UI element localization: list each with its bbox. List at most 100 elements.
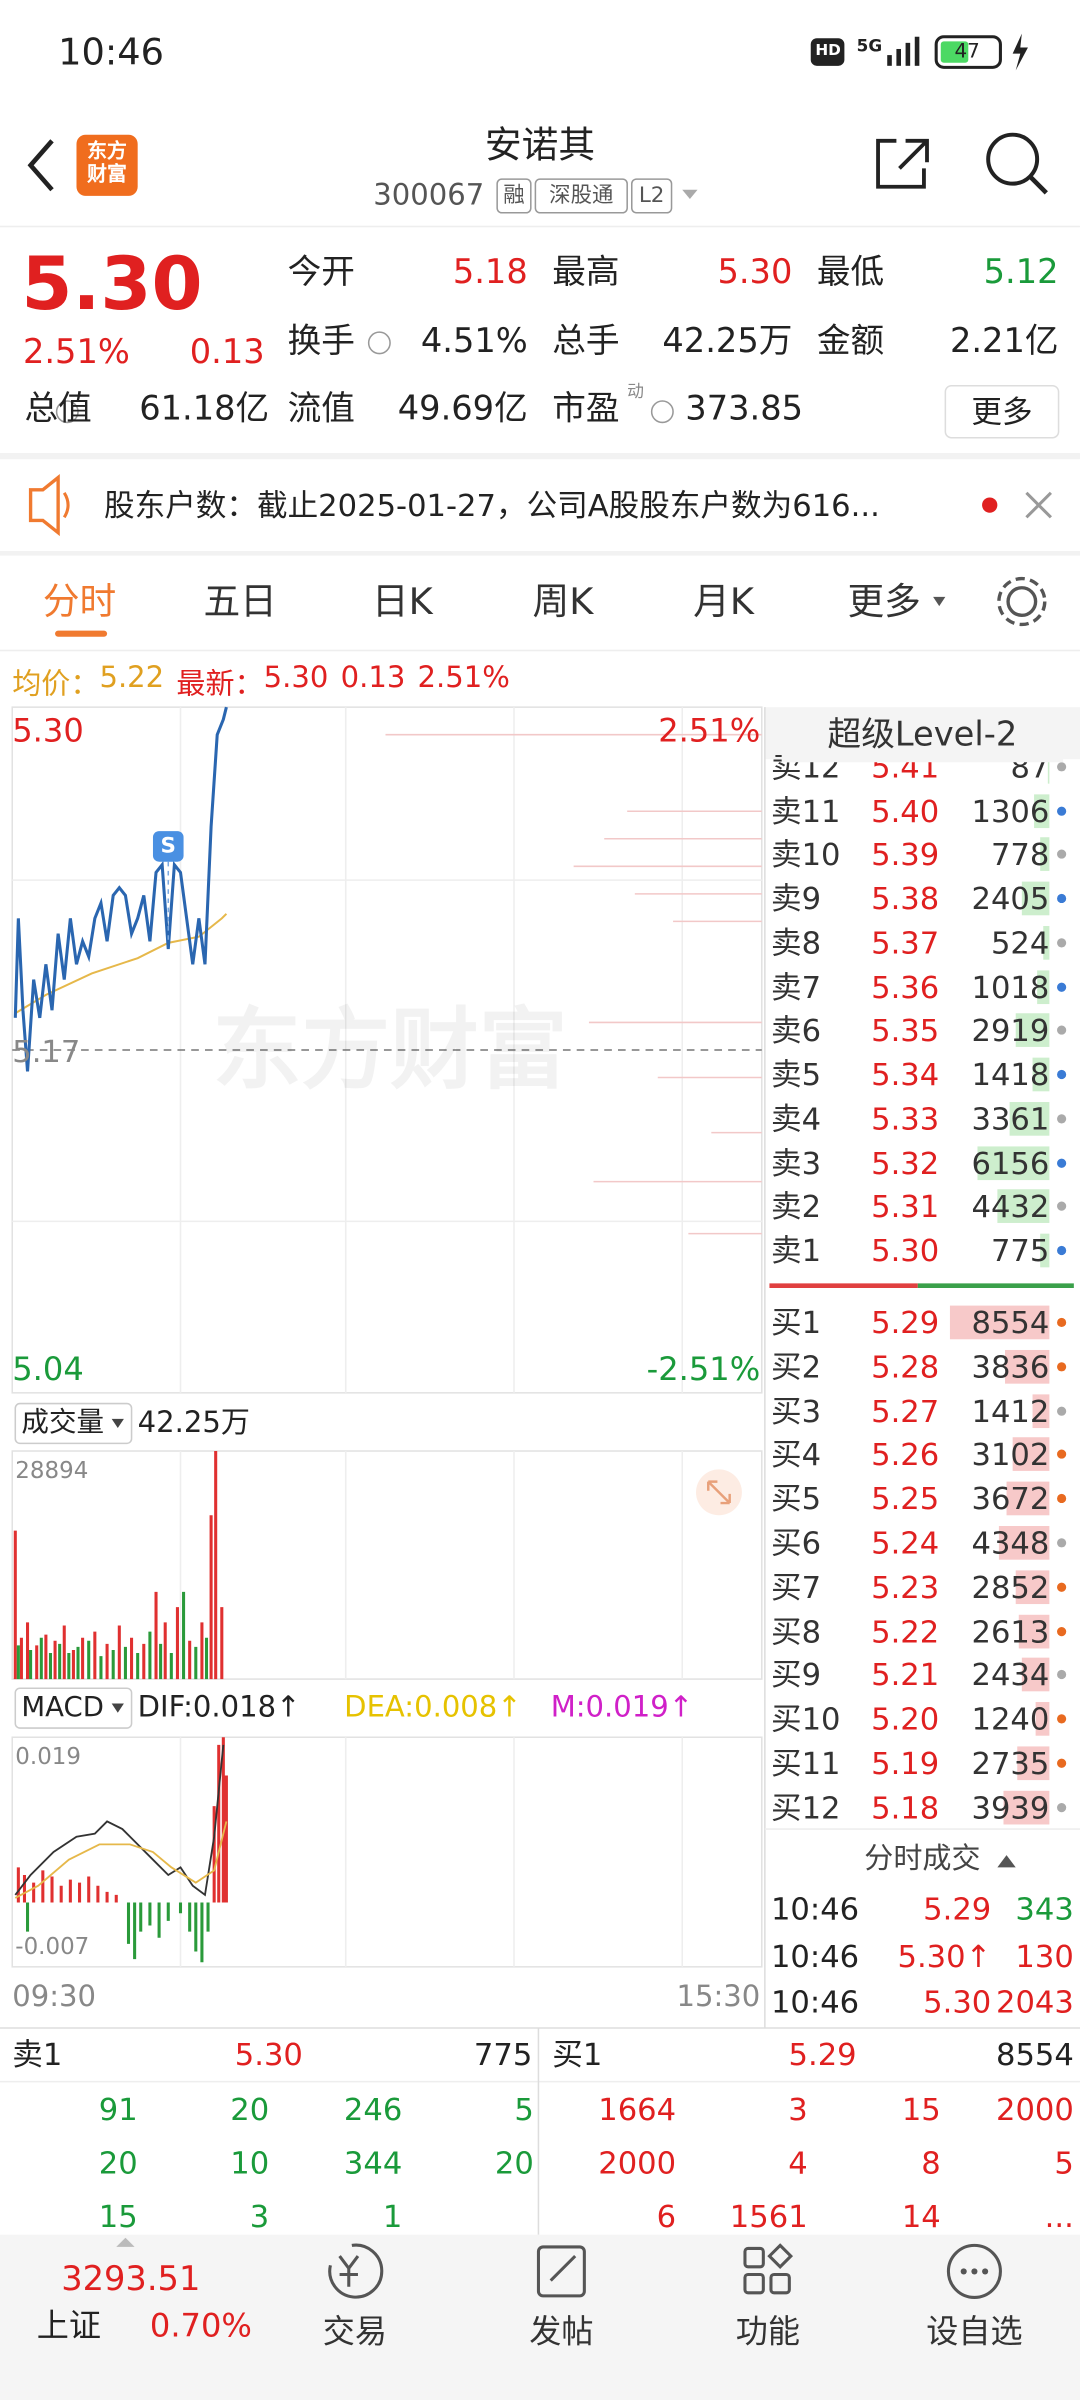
logo: 东方财富 (87, 140, 127, 187)
watermark: 东方财富 (212, 997, 568, 1103)
depth-cell: 1664 (598, 2090, 677, 2128)
book-label: 买4 (770, 1436, 822, 1474)
book-price: 5.30 (871, 1232, 940, 1269)
depth-bar (1006, 1481, 1050, 1516)
book-label: 卖8 (770, 924, 822, 962)
nav-item[interactable]: 发帖 (529, 2313, 594, 2351)
depth-cell: 246 (343, 2090, 403, 2128)
depth-bar (1043, 925, 1050, 960)
battery: 47 (954, 40, 980, 64)
pct-low: -2.51% (646, 1350, 761, 1388)
tab[interactable]: 分时 (42, 580, 117, 623)
change: 0.13 (189, 333, 265, 372)
pct-high: 2.51% (658, 712, 761, 750)
depth-cell: 15 (98, 2197, 138, 2235)
trade-time: 10:46 (770, 1983, 860, 2021)
book-label: 卖9 (770, 880, 822, 918)
index-change: 0.70% (149, 2307, 252, 2345)
book-price: 5.18 (871, 1788, 940, 1826)
book-volume: 4348 (971, 1524, 1050, 1562)
book-volume: 2852 (971, 1568, 1050, 1606)
hd-badge: HD (815, 42, 841, 60)
book-volume: 6156 (971, 1144, 1050, 1181)
book-volume: 3939 (971, 1788, 1050, 1826)
depth-cell: 20 (494, 2144, 534, 2182)
book-volume: 2405 (971, 880, 1050, 918)
book-label: 卖6 (770, 1012, 822, 1050)
depth-bar (1034, 1702, 1050, 1736)
book-volume: 8554 (971, 1304, 1050, 1341)
book-label: 买7 (770, 1568, 822, 1606)
depth-cell: 344 (343, 2144, 403, 2182)
macd-max: 0.019 (15, 1742, 82, 1771)
notice[interactable]: 股东户数：截止2025-01-27，公司A股股东户数为616... (104, 486, 880, 524)
book-dot (1057, 1070, 1067, 1080)
tab[interactable]: 周K (532, 580, 594, 623)
clock: 10:46 (58, 30, 164, 74)
depth-cell: 10 (230, 2144, 270, 2182)
field-value: 49.69亿 (397, 390, 528, 429)
book-volume: 2735 (971, 1744, 1050, 1782)
book-dot (1057, 1317, 1067, 1328)
trade-volume: 130 (1015, 1936, 1074, 1974)
depth-cell: 4 (788, 2144, 808, 2182)
depth-cell: 91 (98, 2090, 138, 2128)
field-label: 金额 (816, 322, 885, 362)
depth-bar (949, 1305, 1050, 1340)
nav-item[interactable]: 交易 (322, 2313, 388, 2351)
more-button[interactable]: 更多 (971, 393, 1033, 431)
book-dot (1057, 1361, 1067, 1372)
depth-cell: 3 (249, 2197, 270, 2235)
nav-item[interactable]: 功能 (735, 2313, 801, 2351)
book-dot (1057, 1626, 1067, 1636)
field-label: 市盈 (552, 390, 620, 429)
book-price: 5.36 (871, 968, 940, 1006)
depth-cell: ... (1044, 2197, 1074, 2235)
summary-change-pct: 2.51% (417, 661, 510, 695)
field-value: 5.30 (717, 254, 793, 293)
book-label: 卖3 (770, 1144, 822, 1181)
depth-bar (977, 1145, 1050, 1180)
depth-bar (1040, 1233, 1050, 1268)
field-label: 总值 (24, 390, 92, 429)
summary-change: 0.13 (340, 661, 406, 695)
book-price: 5.23 (871, 1568, 940, 1606)
macd-dea: DEA:0.008↑ (344, 1690, 522, 1725)
trade-price: 5.29 (923, 1890, 992, 1928)
book-price: 5.28 (871, 1348, 940, 1385)
book-dot (1057, 850, 1067, 860)
depth-bar (1004, 1349, 1050, 1384)
book-dot (1057, 1157, 1067, 1168)
depth-cell: 6 (656, 2197, 677, 2235)
nav-item[interactable]: 设自选 (926, 2313, 1023, 2351)
macd-m: M:0.019↑ (550, 1690, 694, 1725)
book-label: 买10 (770, 1700, 841, 1738)
book-dot (1057, 1494, 1067, 1504)
trades-title: 分时成交 (864, 1842, 981, 1876)
volume-max: 28894 (15, 1456, 89, 1484)
tab[interactable]: 日K (371, 580, 433, 623)
depth-bar (1003, 1790, 1050, 1825)
field-label: 最高 (552, 254, 620, 293)
book-label: 买12 (770, 1788, 841, 1826)
book-dot (1057, 1802, 1067, 1812)
trade-price: 5.30 (923, 1983, 992, 2021)
book-dot (1057, 982, 1067, 992)
trade-price: 5.30↑ (897, 1936, 992, 1974)
tab[interactable]: 月K (693, 580, 754, 623)
book-label: 买8 (770, 1612, 822, 1650)
trade-time: 10:46 (770, 1890, 860, 1928)
trade-volume: 343 (1015, 1890, 1074, 1928)
network: 5G (856, 35, 883, 56)
book-dot (1057, 938, 1067, 948)
book-price: 5.31 (871, 1188, 940, 1225)
volume-label: 成交量 (21, 1406, 105, 1439)
tab[interactable]: 五日 (203, 580, 277, 623)
depth-bar (998, 1526, 1050, 1560)
book-price: 5.37 (871, 924, 940, 962)
trade-volume: 2043 (995, 1983, 1074, 2021)
book-price: 5.34 (871, 1056, 940, 1094)
tab[interactable]: 更多 (847, 580, 921, 623)
depth-bar (1040, 837, 1050, 872)
book-price: 5.39 (871, 836, 940, 874)
